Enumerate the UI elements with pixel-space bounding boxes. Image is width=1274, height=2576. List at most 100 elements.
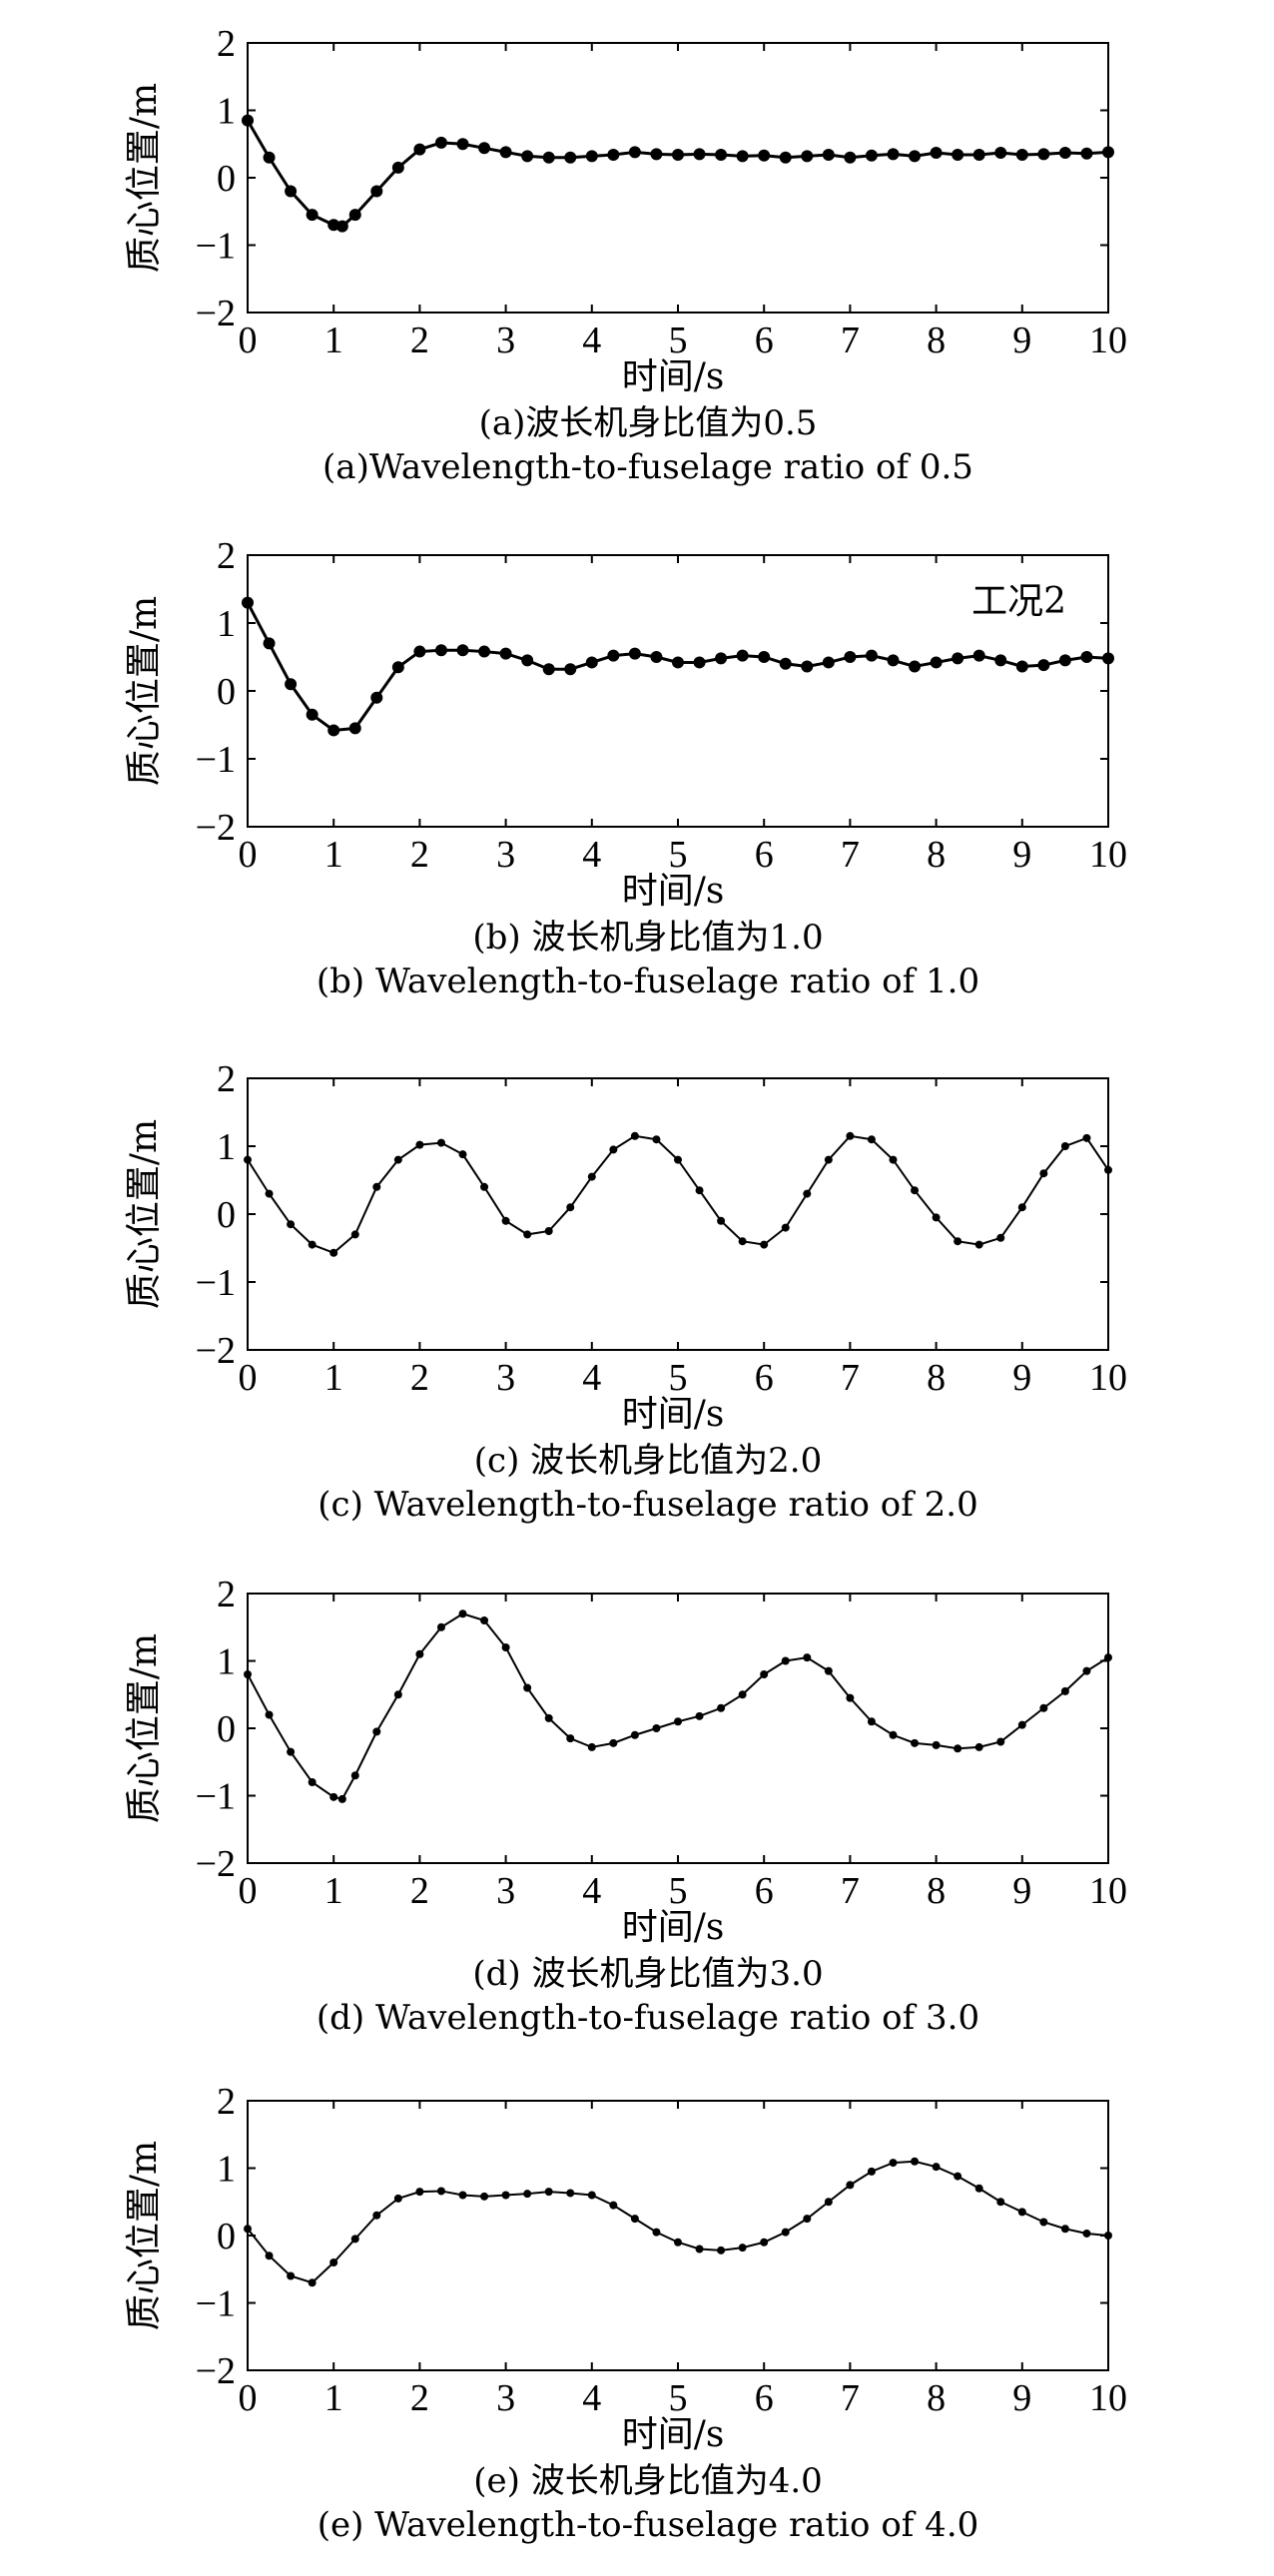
data-point (674, 2238, 682, 2247)
data-point (801, 660, 814, 673)
data-point (242, 114, 254, 127)
y-tick-label: 1 (217, 91, 236, 133)
data-point (350, 1230, 359, 1239)
data-point (972, 149, 985, 162)
x-axis-label: 时间/s (622, 356, 725, 397)
y-tick-label: −1 (196, 1776, 236, 1818)
data-point (996, 1737, 1005, 1746)
y-tick-label: 1 (217, 603, 236, 645)
x-tick-label: 9 (1012, 320, 1031, 361)
data-point (1080, 651, 1093, 663)
data-point (607, 649, 620, 662)
data-point (415, 1649, 424, 1658)
x-tick-label: 9 (1012, 2377, 1031, 2419)
y-tick-label: 2 (217, 1058, 236, 1100)
data-point (1017, 1720, 1026, 1729)
data-point (501, 1216, 510, 1225)
data-point (609, 2201, 618, 2210)
data-point (1082, 2229, 1091, 2238)
data-point (974, 2184, 983, 2193)
data-point (587, 1172, 596, 1181)
y-tick-label: −1 (196, 226, 236, 268)
data-point (285, 678, 298, 691)
y-tick-label: 1 (217, 2149, 236, 2191)
x-tick-label: 9 (1012, 1870, 1031, 1912)
data-point (265, 2252, 274, 2260)
data-point (308, 1778, 317, 1786)
x-tick-label: 5 (669, 1870, 688, 1912)
data-point (736, 150, 749, 163)
chart-panel-c: 0 1 2 3 4 5 6 7 8 9 10 −2 −1 0 1 2 时间/s 质心位置/m (c) 波长机身比值为… (124, 1058, 1127, 1525)
data-point (822, 149, 835, 162)
data-point (350, 1771, 359, 1780)
data-point (715, 652, 728, 665)
data-point (717, 1216, 726, 1225)
x-tick-label: 9 (1012, 1357, 1031, 1399)
y-axis-label: 质心位置/m (124, 1119, 165, 1309)
data-point (306, 209, 318, 222)
y-tick-label: 0 (217, 671, 236, 713)
x-tick-label: 7 (841, 1870, 860, 1912)
x-tick-label: 3 (496, 834, 515, 876)
x-tick-label: 8 (927, 2377, 946, 2419)
data-point (652, 1724, 661, 1732)
y-tick-label: 0 (217, 158, 236, 200)
data-point (824, 2198, 833, 2207)
data-point (650, 148, 663, 161)
x-axis-label: 时间/s (622, 2414, 725, 2455)
x-tick-label: 0 (239, 834, 258, 876)
data-point (996, 1233, 1005, 1242)
data-point (803, 1653, 812, 1662)
chart-panel-b: 0 1 2 3 4 5 6 7 8 9 10 −2 −1 0 1 2 时间/s 质心位置/m 工况2 (b) 波长机身… (124, 535, 1127, 1001)
data-point (996, 2198, 1005, 2207)
x-tick-label: 6 (755, 1357, 774, 1399)
data-point (480, 2192, 489, 2201)
data-point (587, 1742, 596, 1751)
data-point (693, 656, 706, 669)
x-axis-label: 时间/s (622, 1394, 725, 1435)
data-point (695, 1711, 704, 1720)
data-point (436, 1138, 445, 1147)
data-point (954, 2172, 962, 2181)
series-line (247, 1134, 1109, 1254)
data-point (501, 2191, 510, 2200)
y-tick-label: 0 (217, 2216, 236, 2257)
data-point (308, 1240, 317, 1249)
data-point (867, 1717, 876, 1726)
data-point (932, 1213, 941, 1222)
data-point (932, 1740, 941, 1749)
data-point (585, 150, 598, 163)
data-point (327, 724, 340, 737)
x-tick-label: 3 (496, 320, 515, 361)
data-point (824, 1155, 833, 1164)
data-point (650, 651, 663, 663)
x-tick-label: 7 (841, 834, 860, 876)
data-point (1104, 2232, 1112, 2240)
data-point (652, 2228, 661, 2237)
data-point (306, 708, 318, 721)
y-tick-label: −2 (196, 1330, 236, 1372)
x-tick-label: 1 (324, 320, 343, 361)
x-axis-label: 时间/s (622, 1907, 725, 1948)
x-tick-label: 4 (582, 834, 601, 876)
data-point (824, 1666, 833, 1675)
data-point (372, 1182, 381, 1191)
data-point (932, 2163, 941, 2172)
data-point (1037, 659, 1050, 672)
caption-en: (e) Wavelength-to-fuselage ratio of 4.0 (318, 2505, 979, 2545)
x-tick-label: 6 (755, 1870, 774, 1912)
data-point (585, 656, 598, 669)
data-point (566, 1734, 575, 1743)
x-tick-label: 0 (239, 320, 258, 361)
data-point (736, 649, 749, 662)
data-point (587, 2191, 596, 2200)
data-point (609, 1145, 618, 1154)
x-tick-label: 4 (582, 320, 601, 361)
data-point (566, 2189, 575, 2198)
x-tick-label: 8 (927, 1870, 946, 1912)
data-point (501, 1643, 510, 1651)
y-tick-label: −2 (196, 293, 236, 334)
x-tick-label: 10 (1089, 320, 1127, 361)
data-point (889, 2159, 898, 2168)
x-tick-label: 9 (1012, 834, 1031, 876)
